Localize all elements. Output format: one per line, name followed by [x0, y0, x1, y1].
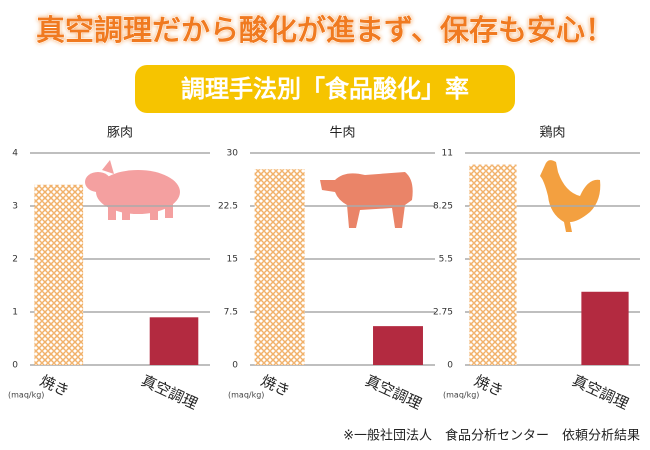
y-tick-label: 7.5 — [224, 308, 238, 318]
y-tick-label: 1 — [12, 308, 18, 318]
chart-title: 牛肉 — [329, 126, 355, 141]
bar — [149, 317, 199, 365]
y-tick-label: 3 — [12, 202, 18, 212]
y-tick-label: 30 — [227, 149, 239, 159]
banner: 調理手法別「食品酸化」率 — [181, 75, 469, 103]
y-tick-label: 0 — [232, 361, 238, 371]
y-tick-label: 8.25 — [433, 202, 453, 212]
bar — [373, 326, 423, 365]
bar — [34, 184, 84, 365]
y-axis-unit: (maq/kg) — [443, 391, 479, 400]
y-tick-label: 11 — [442, 149, 453, 159]
chicken-illustration — [540, 160, 601, 232]
pig-illustration — [85, 160, 180, 220]
y-tick-label: 0 — [447, 361, 453, 371]
y-tick-label: 5.5 — [439, 255, 453, 265]
headline: 真空調理だから酸化が進まず、保存も安心！ — [36, 13, 614, 47]
y-tick-label: 4 — [12, 149, 18, 159]
x-tick-label: 真空調理 — [138, 371, 200, 413]
y-tick-label: 2 — [12, 255, 18, 265]
y-axis-unit: (maq/kg) — [8, 391, 44, 400]
chart-title: 豚肉 — [107, 126, 133, 141]
y-tick-label: 2.75 — [433, 308, 453, 318]
y-tick-label: 15 — [227, 255, 238, 265]
y-tick-label: 22.5 — [218, 202, 238, 212]
x-tick-label: 真空調理 — [569, 371, 631, 413]
bar — [581, 291, 629, 365]
y-tick-label: 0 — [12, 361, 18, 371]
bar — [254, 169, 305, 365]
y-axis-unit: (maq/kg) — [228, 391, 264, 400]
banner-box — [135, 65, 515, 113]
bar — [469, 164, 517, 365]
x-tick-label: 真空調理 — [362, 371, 424, 413]
cow-illustration — [320, 172, 413, 228]
chart-title: 鶏肉 — [539, 126, 565, 141]
footer: ※一般社団法人 食品分析センター 依頼分析結果 — [343, 428, 640, 444]
